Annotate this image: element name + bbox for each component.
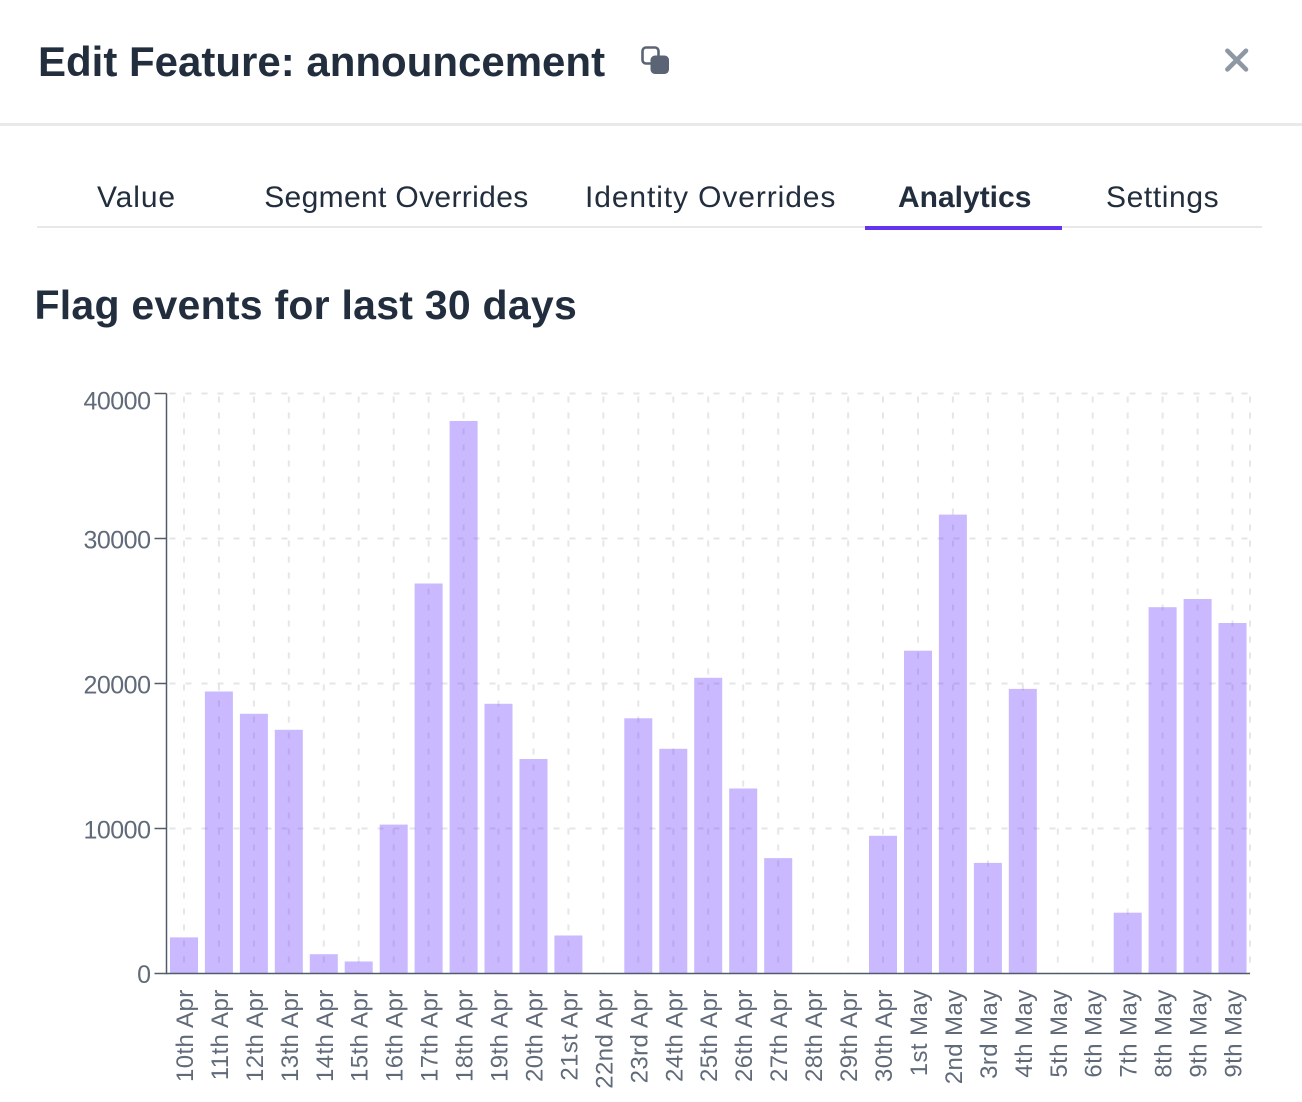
svg-text:25th Apr: 25th Apr: [696, 989, 723, 1082]
svg-text:30th Apr: 30th Apr: [871, 989, 898, 1082]
svg-text:21st Apr: 21st Apr: [556, 989, 583, 1080]
svg-text:40000: 40000: [83, 387, 150, 415]
svg-text:2nd May: 2nd May: [941, 989, 968, 1084]
svg-text:5th May: 5th May: [1046, 989, 1073, 1077]
svg-text:19th Apr: 19th Apr: [487, 989, 514, 1082]
svg-text:20th Apr: 20th Apr: [522, 989, 549, 1082]
svg-text:16th Apr: 16th Apr: [382, 989, 409, 1082]
svg-text:27th Apr: 27th Apr: [766, 989, 793, 1082]
svg-text:10th Apr: 10th Apr: [172, 989, 199, 1082]
svg-text:8th May: 8th May: [1151, 989, 1178, 1077]
svg-text:9th May: 9th May: [1221, 989, 1248, 1077]
svg-text:24th Apr: 24th Apr: [661, 989, 688, 1082]
svg-text:18th Apr: 18th Apr: [452, 989, 479, 1082]
svg-text:26th Apr: 26th Apr: [731, 989, 758, 1082]
svg-text:0: 0: [137, 961, 150, 989]
svg-text:12th Apr: 12th Apr: [242, 989, 269, 1082]
svg-text:17th Apr: 17th Apr: [417, 989, 444, 1082]
svg-text:10000: 10000: [83, 816, 150, 844]
svg-text:11th Apr: 11th Apr: [207, 989, 234, 1080]
svg-text:29th Apr: 29th Apr: [836, 989, 863, 1082]
svg-text:7th May: 7th May: [1116, 989, 1143, 1077]
svg-text:20000: 20000: [83, 671, 150, 699]
svg-text:28th Apr: 28th Apr: [801, 989, 828, 1082]
svg-text:3rd May: 3rd May: [976, 989, 1003, 1079]
svg-text:22nd Apr: 22nd Apr: [591, 989, 618, 1088]
svg-text:4th May: 4th May: [1011, 989, 1038, 1077]
svg-text:1st May: 1st May: [906, 989, 933, 1076]
svg-text:14th Apr: 14th Apr: [312, 989, 339, 1082]
svg-text:30000: 30000: [83, 526, 150, 554]
svg-text:15th Apr: 15th Apr: [347, 989, 374, 1082]
svg-text:23rd Apr: 23rd Apr: [626, 989, 653, 1083]
svg-text:6th May: 6th May: [1081, 989, 1108, 1077]
svg-text:13th Apr: 13th Apr: [277, 989, 304, 1082]
svg-text:9th May: 9th May: [1186, 989, 1213, 1077]
